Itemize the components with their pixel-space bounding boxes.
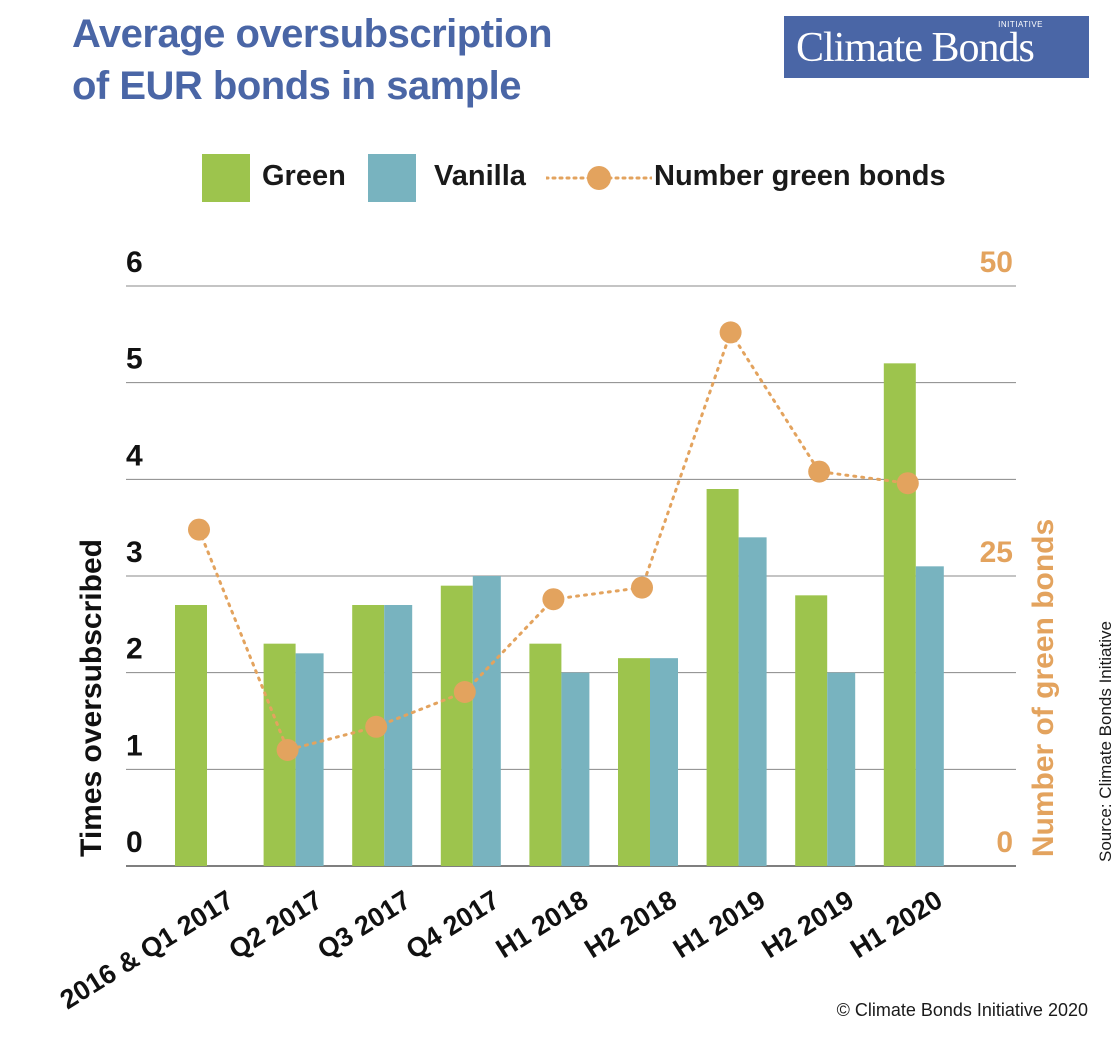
x-tick-label-8: H1 2020: [845, 885, 947, 965]
y-right-tick-label-0: 0: [996, 826, 1013, 859]
legend-label-green: Green: [262, 160, 346, 192]
bar-green-8: [883, 363, 916, 866]
climate-bonds-logo: INITIATIVE Climate Bonds: [784, 16, 1089, 78]
chart-legend: Green Vanilla Number green bonds: [202, 150, 1002, 206]
bar-green-6: [706, 489, 739, 866]
number-green-bonds-point-1: [276, 739, 299, 761]
number-green-bonds-point-0: [188, 518, 210, 541]
y-right-tick-label-1: 25: [980, 536, 1013, 569]
y-right-axis-title: Number of green bonds: [1027, 519, 1060, 857]
y-tick-label-5: 5: [126, 343, 143, 376]
bar-green-4: [529, 643, 562, 866]
bar-vanilla-7: [827, 672, 856, 866]
x-tick-label-6: H1 2019: [668, 885, 770, 965]
chart-title-line-1: Average oversubscription: [72, 12, 553, 56]
y-axis-title: Times oversubscribed: [75, 539, 108, 857]
x-tick-label-7: H2 2019: [756, 885, 858, 965]
y-tick-label-1: 1: [126, 729, 143, 762]
legend-swatch-green: [202, 154, 250, 202]
x-tick-label-1: Q2 2017: [224, 885, 328, 965]
y-tick-label-6: 6: [126, 246, 143, 279]
number-green-bonds-point-3: [453, 681, 476, 703]
number-green-bonds-point-6: [719, 321, 742, 344]
legend-label-vanilla: Vanilla: [434, 160, 526, 192]
logo-text: Climate Bonds: [796, 25, 1035, 71]
logo-initiative-text: INITIATIVE: [998, 20, 1043, 29]
bar-vanilla-5: [650, 658, 678, 866]
legend-swatch-vanilla: [368, 154, 416, 202]
x-tick-label-5: H2 2018: [579, 885, 681, 965]
y-tick-label-0: 0: [126, 826, 143, 859]
copyright-note: © Climate Bonds Initiative 2020: [836, 1000, 1088, 1020]
legend-label-number: Number green bonds: [654, 160, 946, 192]
source-note: Source: Climate Bonds Initiative: [1096, 621, 1114, 862]
x-tick-label-0: 2016 & Q1 2017: [55, 885, 239, 1015]
y-tick-label-4: 4: [126, 439, 143, 472]
legend-line-marker: [546, 166, 652, 190]
bar-green-0: [175, 605, 207, 866]
number-green-bonds-point-2: [365, 715, 388, 738]
chart-title-line-2: of EUR bonds in sample: [72, 64, 522, 108]
y-tick-label-3: 3: [126, 536, 143, 569]
bar-green-3: [440, 585, 473, 866]
x-tick-label-3: Q4 2017: [401, 885, 505, 965]
chart-title: Average oversubscription of EUR bonds in…: [72, 8, 553, 112]
bar-vanilla-1: [295, 653, 324, 866]
number-green-bonds-point-7: [808, 460, 831, 483]
bar-vanilla-8: [915, 566, 944, 866]
bar-vanilla-2: [384, 605, 413, 866]
x-tick-label-4: H1 2018: [491, 885, 593, 965]
bar-green-7: [795, 595, 828, 866]
bar-vanilla-4: [561, 672, 590, 866]
x-tick-label-2: Q3 2017: [312, 885, 416, 965]
number-green-bonds-point-5: [631, 576, 653, 599]
y-tick-label-2: 2: [126, 633, 143, 666]
bar-vanilla-3: [472, 576, 501, 866]
number-green-bonds-point-8: [896, 472, 919, 495]
bar-green-5: [618, 658, 650, 866]
bar-vanilla-6: [738, 537, 767, 866]
y-right-tick-label-2: 50: [980, 246, 1013, 279]
number-green-bonds-point-4: [542, 588, 565, 611]
